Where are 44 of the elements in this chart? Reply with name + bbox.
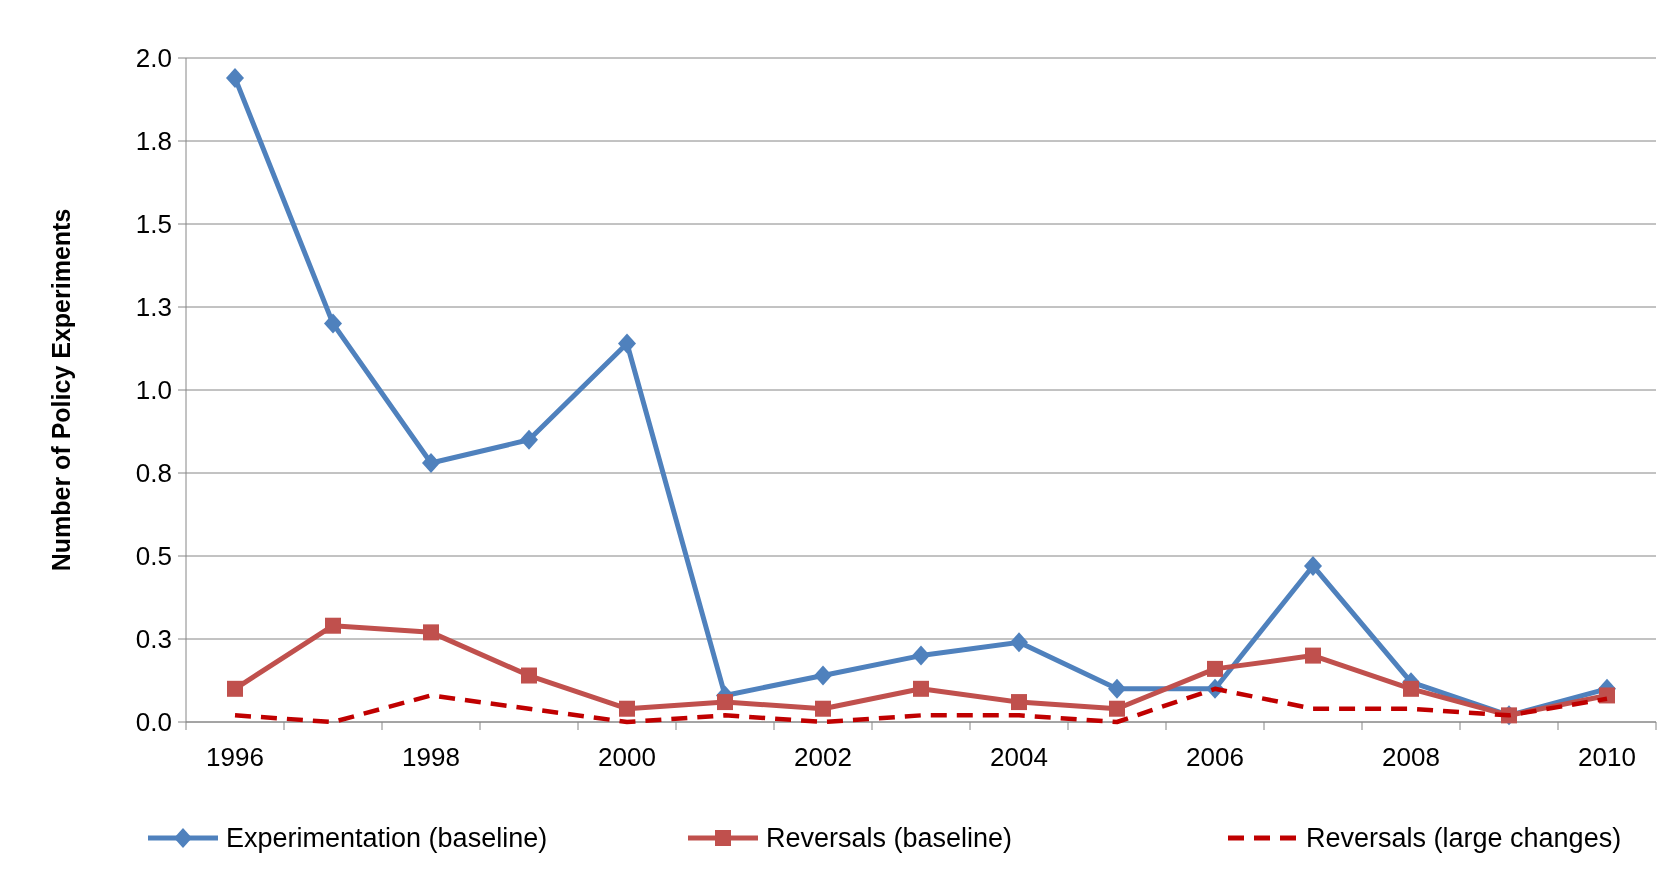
y-axis-title: Number of Policy Experiments (47, 208, 75, 572)
x-tick-label: 2006 (1186, 742, 1244, 772)
point (1010, 632, 1028, 653)
legend-label: Reversals (large changes) (1306, 823, 1622, 854)
x-tick-label: 2000 (598, 742, 656, 772)
x-tick-label: 2002 (794, 742, 852, 772)
y-tick-label: 0.5 (135, 541, 172, 572)
point (1109, 700, 1125, 717)
point (1403, 680, 1419, 697)
point (325, 617, 341, 634)
point (1304, 555, 1322, 576)
point (1305, 647, 1321, 664)
point (815, 700, 831, 717)
point (814, 665, 832, 686)
point (1108, 678, 1126, 699)
x-tick-label: 2004 (990, 742, 1048, 772)
y-tick-label: 1.8 (135, 126, 172, 157)
x-tick-label: 2010 (1578, 742, 1636, 772)
point (521, 667, 537, 684)
y-tick-label: 1.5 (135, 209, 172, 240)
x-tick-label: 1996 (206, 742, 264, 772)
y-tick-label: 0.8 (135, 458, 172, 489)
y-tick-label: 0.0 (135, 707, 172, 738)
point (912, 645, 930, 666)
point (619, 700, 635, 717)
point (226, 67, 244, 88)
point (324, 313, 342, 334)
point (1207, 660, 1223, 677)
point (520, 429, 538, 450)
y-tick-label: 2.0 (135, 43, 172, 74)
x-tick-label: 1998 (402, 742, 460, 772)
point (913, 680, 929, 697)
legend-label: Reversals (baseline) (766, 823, 1013, 854)
point (717, 694, 733, 711)
point (618, 333, 636, 354)
point (227, 680, 243, 697)
point (1011, 694, 1027, 711)
point (423, 624, 439, 641)
legend-label: Experimentation (baseline) (226, 823, 548, 854)
x-tick-label: 2008 (1382, 742, 1440, 772)
y-tick-label: 0.3 (135, 624, 172, 655)
point (422, 453, 440, 474)
y-tick-label: 1.3 (135, 292, 172, 323)
y-tick-label: 1.0 (135, 375, 172, 406)
